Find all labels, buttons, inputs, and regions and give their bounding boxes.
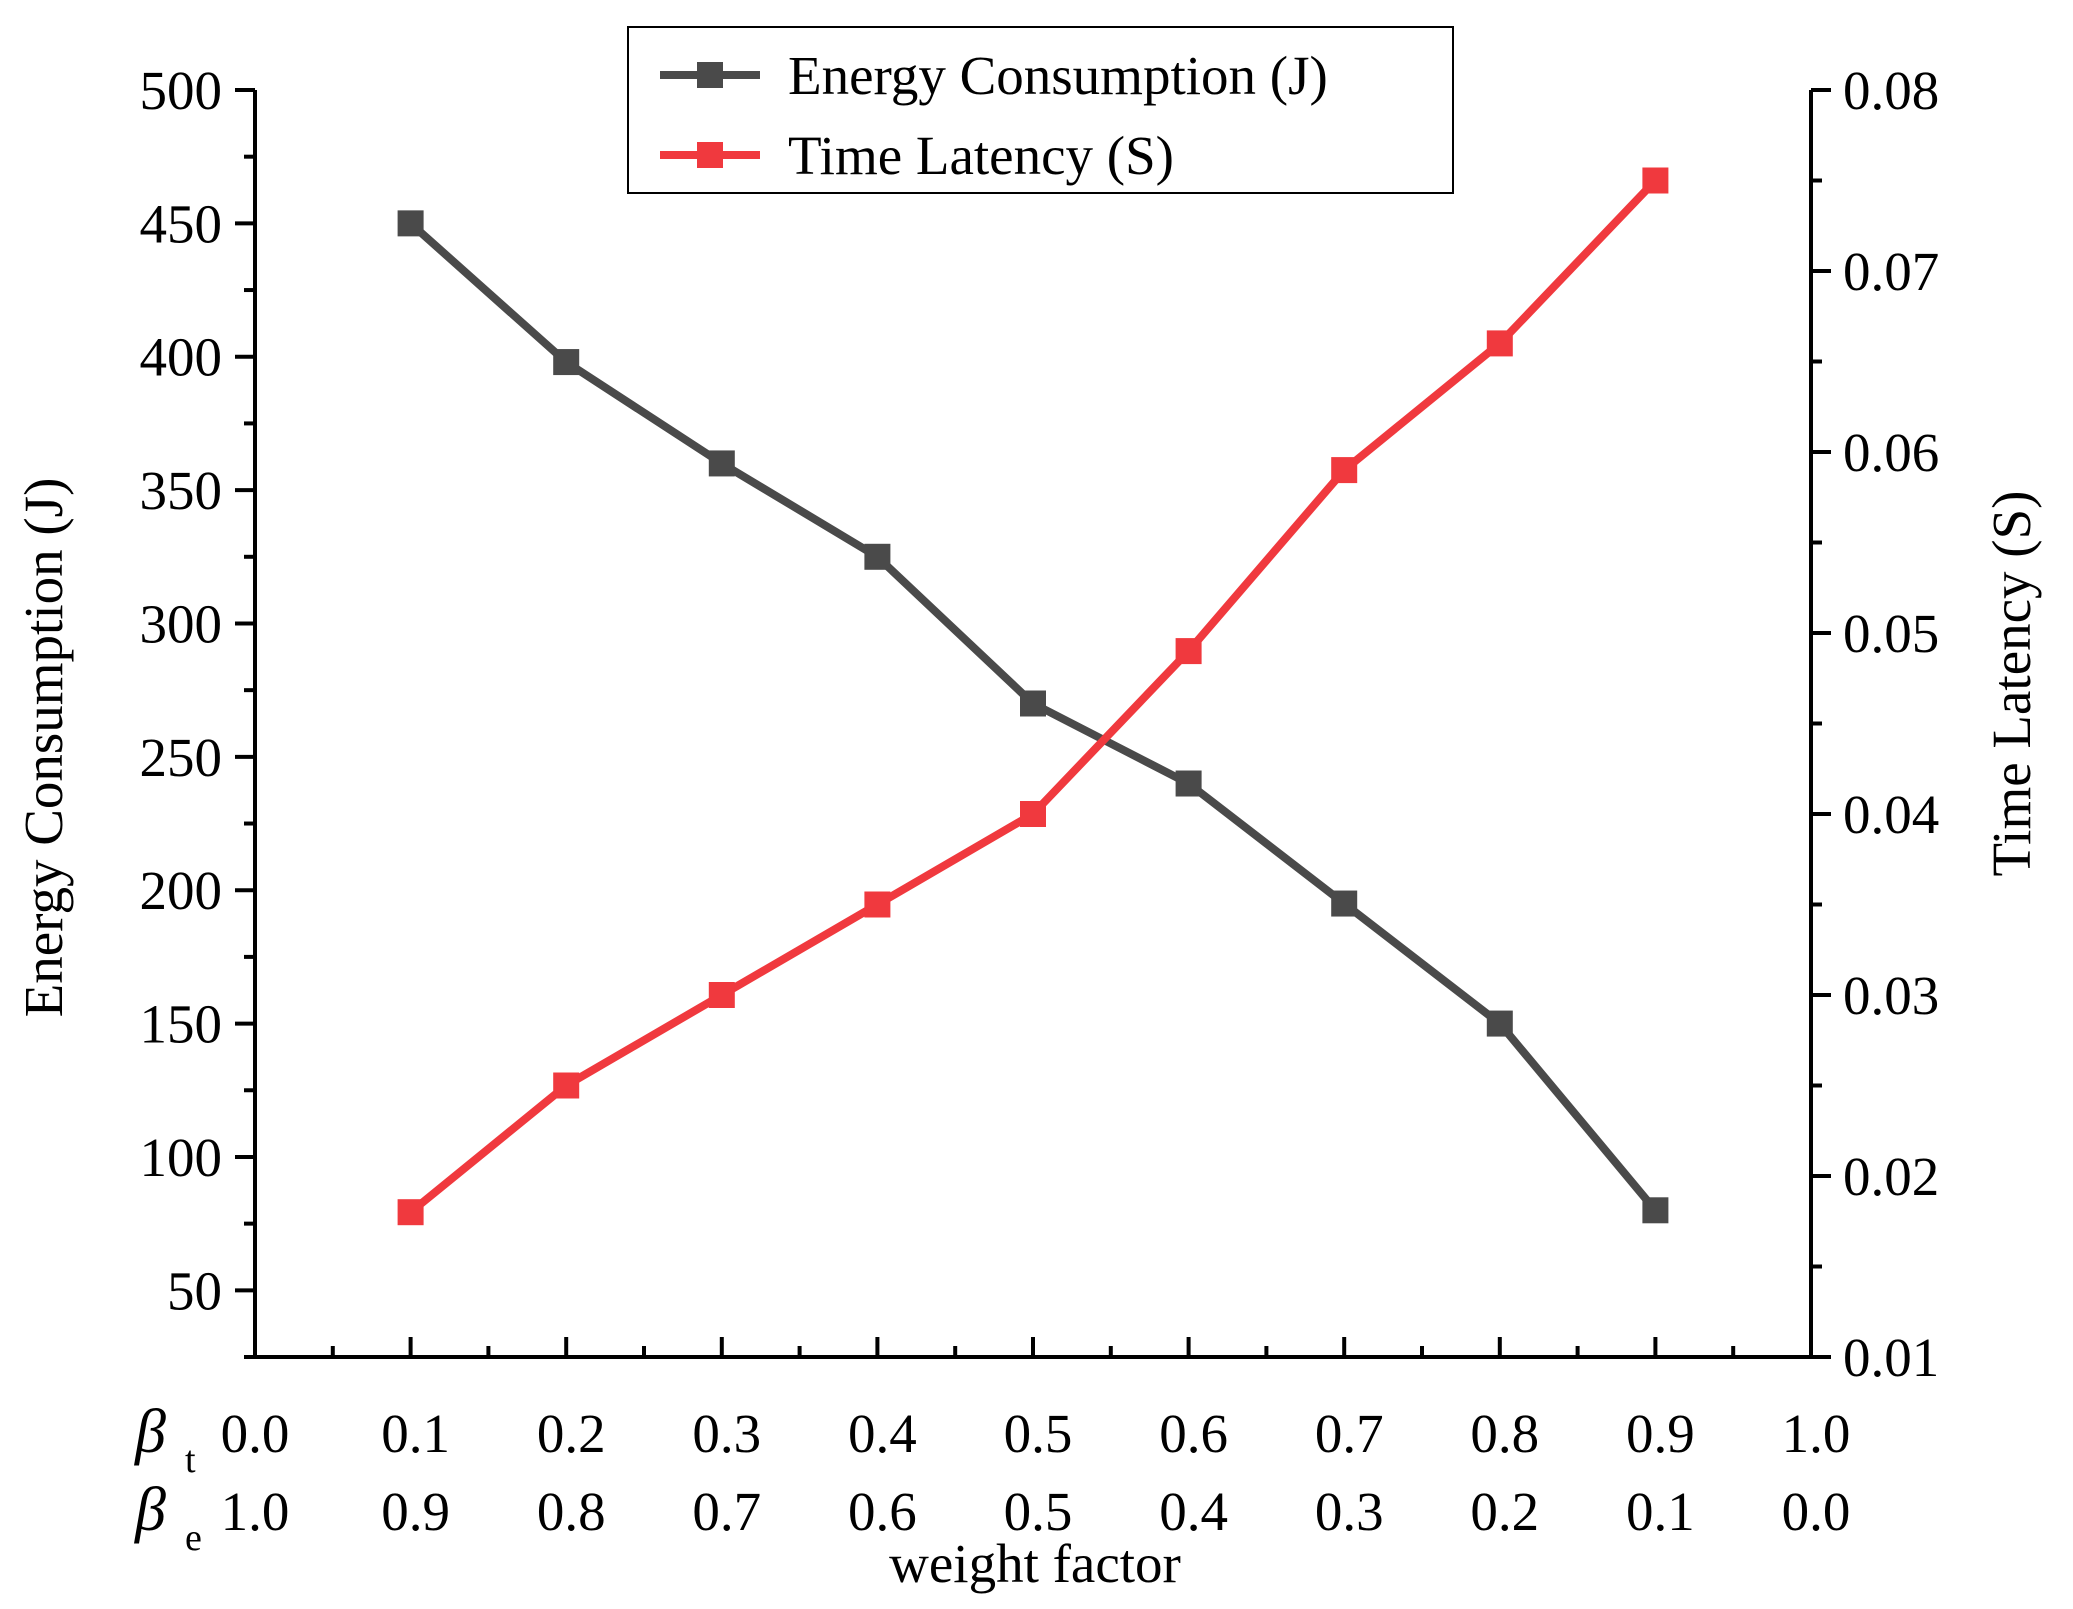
- x-tick-label: 0.1: [1626, 1481, 1695, 1542]
- right-tick-label: 0.04: [1843, 784, 1939, 845]
- beta-symbol: β: [134, 1398, 166, 1466]
- series-1-point-0: [397, 1199, 424, 1226]
- x-tick-label: 0.6: [848, 1481, 917, 1542]
- series-1-point-8: [1642, 167, 1669, 194]
- series-0-point-1: [553, 349, 580, 376]
- series-0-point-0: [397, 210, 424, 237]
- x-tick-label: 0.7: [692, 1481, 761, 1542]
- series-1-point-5: [1175, 638, 1202, 665]
- left-tick-label: 100: [140, 1127, 223, 1188]
- legend-swatch-marker-1: [697, 142, 723, 168]
- x-tick-label: 0.4: [848, 1403, 917, 1464]
- x-tick-label: 0.0: [221, 1403, 290, 1464]
- left-tick-label: 50: [167, 1260, 222, 1321]
- right-tick-label: 0.08: [1843, 60, 1939, 121]
- x-tick-label: 0.1: [381, 1403, 450, 1464]
- labels: 50 100 150 200 250 300 350 400 450 500 0.01 0.02 0.0…: [13, 60, 2042, 1594]
- x-axis-title: weight factor: [889, 1533, 1181, 1594]
- x-tick-label: 0.3: [1315, 1481, 1384, 1542]
- x-tick-label: 0.8: [1470, 1403, 1539, 1464]
- x-tick-label: 0.2: [537, 1403, 606, 1464]
- series-0-point-7: [1486, 1010, 1513, 1037]
- left-tick-label: 450: [140, 193, 223, 254]
- x-tick-label: 0.0: [1782, 1481, 1851, 1542]
- right-tick-label: 0.07: [1843, 241, 1939, 302]
- x-tick-label: 0.8: [537, 1481, 606, 1542]
- x-tick-label: 1.0: [221, 1481, 290, 1542]
- series-1-point-6: [1331, 457, 1358, 484]
- left-tick-label: 500: [140, 60, 223, 121]
- series-1-point-4: [1020, 801, 1046, 827]
- plot-area: [397, 167, 1669, 1226]
- right-tick-label: 0.01: [1843, 1327, 1939, 1388]
- legend-label-1: Time Latency (S): [788, 125, 1174, 186]
- series-0-point-8: [1642, 1197, 1669, 1224]
- series-0-point-2: [708, 450, 735, 477]
- left-tick-label: 350: [140, 460, 223, 521]
- right-tick-label: 0.05: [1843, 603, 1939, 664]
- right-tick-label: 0.03: [1843, 965, 1939, 1026]
- left-tick-label: 200: [140, 860, 223, 921]
- left-tick-label: 250: [140, 727, 223, 788]
- axes: [235, 88, 1831, 1359]
- beta-symbol: β: [134, 1476, 166, 1544]
- left-tick-label: 300: [140, 593, 223, 654]
- series-1-point-3: [864, 891, 891, 918]
- x-tick-label: 0.2: [1470, 1481, 1539, 1542]
- legend-swatch-marker-0: [697, 62, 723, 88]
- series-1-point-1: [553, 1072, 580, 1099]
- x-tick-label: 0.7: [1315, 1403, 1384, 1464]
- right-axis-title: Time Latency (S): [1981, 491, 2042, 877]
- series-0-point-3: [864, 543, 891, 570]
- x-tick-label: 1.0: [1782, 1403, 1851, 1464]
- x-tick-label: 0.6: [1159, 1403, 1228, 1464]
- left-axis-title: Energy Consumption (J): [13, 478, 74, 1018]
- series-1-point-2: [708, 982, 735, 1008]
- beta-subscript: t: [185, 1439, 196, 1481]
- right-tick-label: 0.06: [1843, 422, 1939, 483]
- x-tick-label: 0.3: [692, 1403, 761, 1464]
- x-tick-label: 0.5: [1004, 1481, 1073, 1542]
- series-0-point-6: [1331, 890, 1358, 917]
- left-tick-label: 150: [140, 994, 223, 1055]
- series-0-point-4: [1020, 690, 1046, 717]
- x-tick-label: 0.5: [1004, 1403, 1073, 1464]
- legend: Energy Consumption (J) Time Latency (S): [627, 26, 1454, 194]
- beta-subscript: e: [185, 1517, 202, 1559]
- right-tick-label: 0.02: [1843, 1146, 1939, 1207]
- left-tick-label: 400: [140, 327, 223, 388]
- legend-label-0: Energy Consumption (J): [788, 45, 1328, 106]
- series-1-point-7: [1486, 330, 1513, 357]
- x-tick-label: 0.4: [1159, 1481, 1228, 1542]
- legend-box: [627, 26, 1454, 194]
- x-tick-label: 0.9: [1626, 1403, 1695, 1464]
- series-0-point-5: [1175, 770, 1202, 797]
- x-tick-label: 0.9: [381, 1481, 450, 1542]
